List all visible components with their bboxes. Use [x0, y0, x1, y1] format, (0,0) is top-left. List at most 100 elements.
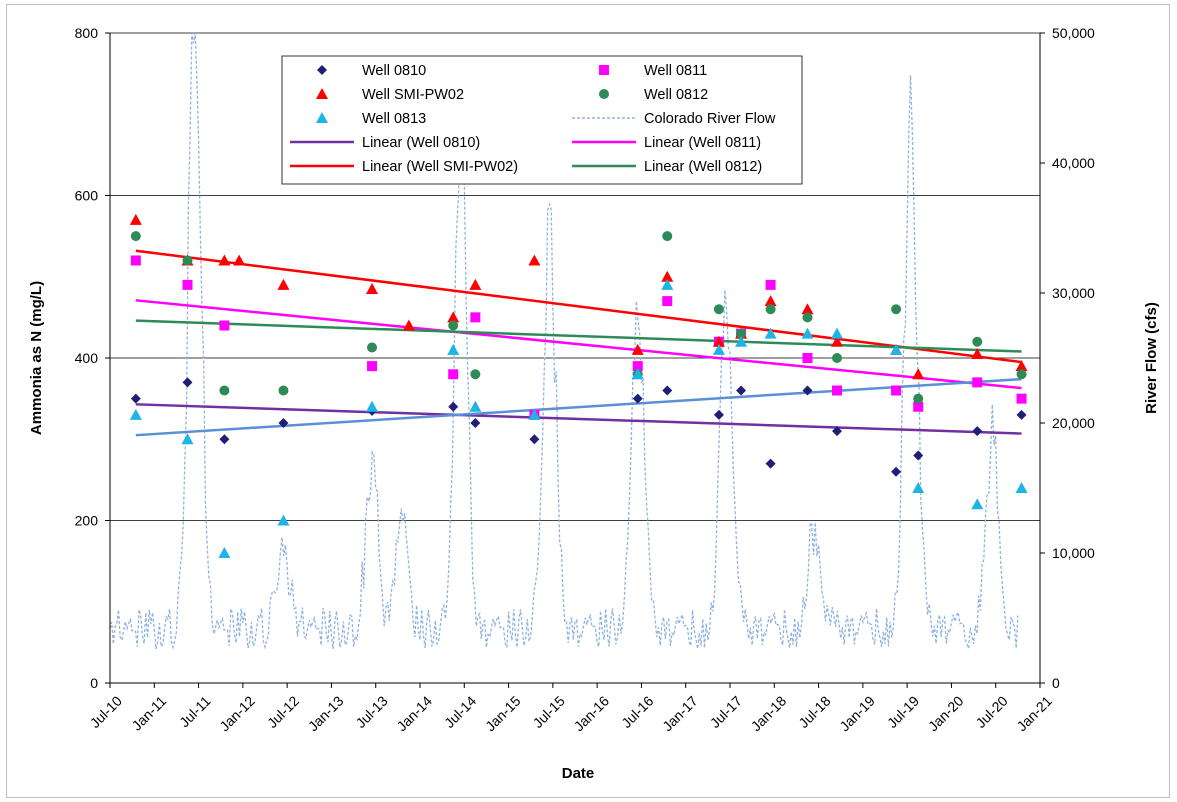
- legend: Well 0810 Well 0811 Well SMI-PW02 Well 0812…: [281, 55, 803, 185]
- x-tick-label: Jan-15: [482, 693, 524, 735]
- legend-label: Well 0810: [362, 63, 426, 79]
- point-w0812: [662, 231, 673, 242]
- point-w0811: [367, 361, 378, 372]
- point-wsmi: [801, 303, 814, 315]
- point-w0812: [913, 393, 924, 404]
- point-w0813: [181, 433, 194, 445]
- point-wsmi: [402, 319, 415, 331]
- point-w0811: [765, 279, 776, 290]
- point-w0811: [1016, 393, 1027, 404]
- point-wsmi: [661, 270, 674, 282]
- legend-label: Linear (Well 0810): [362, 135, 480, 151]
- y-tick-label: 0: [90, 675, 98, 691]
- point-w0810: [219, 434, 230, 445]
- trendlines: [135, 249, 1022, 437]
- x-axis-title: Date: [562, 765, 595, 782]
- x-tick-label: Jan-13: [305, 693, 347, 735]
- point-w0812: [1016, 369, 1027, 380]
- y2-tick-label: 40,000: [1052, 155, 1095, 171]
- y2-tick-label: 50,000: [1052, 25, 1095, 41]
- point-w0810: [913, 450, 924, 461]
- point-w0813: [447, 343, 460, 355]
- trendline-trend_smi: [135, 249, 1022, 364]
- river-flow-layer: [109, 32, 1019, 650]
- legend-label: Well 0811: [644, 63, 707, 79]
- point-w0810: [765, 458, 776, 469]
- point-w0812: [736, 328, 747, 339]
- point-w0813: [831, 327, 844, 339]
- point-w0811: [832, 385, 843, 396]
- gridlines: [110, 32, 1040, 521]
- x-tick-label: Jan-17: [659, 693, 701, 735]
- point-wsmi: [831, 335, 844, 347]
- x-tick-label: Jan-18: [748, 693, 790, 735]
- point-w0812: [891, 304, 902, 315]
- point-w0812: [832, 353, 843, 363]
- point-wsmi: [277, 278, 290, 290]
- legend-label: Linear (Well 0811): [644, 135, 761, 151]
- legend-label: Linear (Well 0812): [644, 159, 762, 175]
- x-tick-label: Jul-18: [795, 693, 833, 731]
- point-w0810: [802, 385, 813, 396]
- legend-label: Well 0812: [644, 87, 708, 103]
- x-tick-label: Jan-20: [925, 693, 967, 735]
- point-w0810: [972, 426, 983, 437]
- data-markers: [129, 213, 1028, 558]
- point-w0811: [891, 385, 902, 396]
- legend-box: [281, 55, 803, 185]
- point-w0812: [278, 385, 289, 396]
- point-w0812: [765, 304, 776, 315]
- y-tick-label: 600: [75, 188, 99, 204]
- point-w0813: [801, 327, 814, 339]
- point-w0811: [219, 320, 230, 331]
- trendline-trend_0812: [135, 319, 1022, 353]
- point-wsmi: [912, 368, 925, 380]
- point-w0813: [1015, 482, 1028, 493]
- point-wsmi: [233, 254, 246, 266]
- point-w0810: [529, 434, 540, 445]
- x-tick-label: Jul-15: [530, 693, 568, 731]
- point-w0811: [470, 312, 481, 323]
- point-w0811: [182, 279, 193, 290]
- point-wsmi: [447, 311, 460, 323]
- point-wsmi: [1015, 360, 1028, 372]
- point-w0813: [129, 408, 142, 420]
- y2-tick-label: 10,000: [1052, 545, 1095, 561]
- point-w0813: [912, 482, 925, 493]
- point-w0812: [470, 369, 481, 380]
- point-w0813: [277, 514, 290, 526]
- legend-swatch: [599, 89, 609, 99]
- trendline-trend_0813: [135, 377, 1022, 437]
- y-tick-label: 800: [75, 25, 99, 41]
- x-tick-label: Jan-19: [836, 693, 878, 735]
- legend-label: Linear (Well SMI-PW02): [362, 159, 518, 175]
- x-tick-label: Jan-12: [216, 693, 258, 735]
- point-w0813: [528, 408, 541, 420]
- point-w0810: [448, 401, 459, 412]
- point-w0812: [972, 336, 983, 347]
- point-w0811: [632, 361, 643, 372]
- x-tick-label: Jul-16: [618, 693, 656, 731]
- y2-tick-label: 20,000: [1052, 415, 1095, 431]
- point-w0813: [218, 547, 231, 558]
- x-tick-label: Jul-12: [264, 693, 302, 731]
- y2-axis-title: River Flow (cfs): [1143, 302, 1160, 414]
- point-w0812: [367, 342, 378, 353]
- legend-swatch: [317, 65, 327, 75]
- x-tick-label: Jul-11: [176, 693, 214, 731]
- legend-label: Well SMI-PW02: [362, 87, 464, 103]
- y-tick-label: 200: [75, 513, 99, 529]
- point-w0813: [764, 327, 777, 339]
- point-wsmi: [712, 335, 725, 347]
- legend-swatch: [316, 88, 328, 99]
- point-w0810: [662, 385, 673, 396]
- legend-swatch: [316, 112, 328, 123]
- y-tick-label: 400: [75, 350, 99, 366]
- point-w0813: [469, 400, 482, 412]
- x-tick-label: Jan-14: [393, 693, 435, 735]
- point-w0812: [713, 304, 724, 315]
- x-tick-label: Jul-14: [441, 693, 479, 731]
- x-tick-label: Jan-11: [128, 693, 169, 734]
- y2-tick-label: 30,000: [1052, 285, 1095, 301]
